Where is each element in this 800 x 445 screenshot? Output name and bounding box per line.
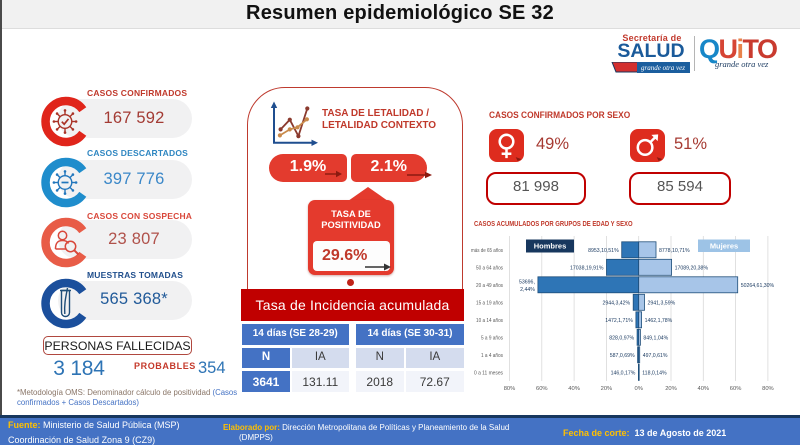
svg-text:más de 65 años: más de 65 años [471, 248, 503, 254]
svg-text:8953,10,51%: 8953,10,51% [588, 248, 619, 254]
svg-text:0 a 11 meses: 0 a 11 meses [474, 371, 503, 377]
svg-text:2941,3,59%: 2941,3,59% [648, 301, 676, 307]
svg-text:146,0,17%: 146,0,17% [611, 371, 636, 377]
svg-text:497,0,61%: 497,0,61% [643, 353, 668, 359]
svg-text:1472,1,71%: 1472,1,71% [605, 318, 633, 324]
svg-text:Hombres: Hombres [534, 242, 567, 251]
svg-text:5 a 9 años: 5 a 9 años [481, 336, 503, 342]
svg-text:17089,20,38%: 17089,20,38% [675, 266, 709, 272]
svg-text:2,44%: 2,44% [520, 287, 535, 293]
svg-text:Mujeres: Mujeres [710, 242, 738, 251]
svg-text:17038,19,91%: 17038,19,91% [570, 266, 604, 272]
svg-text:2944,3,42%: 2944,3,42% [602, 301, 630, 307]
svg-text:50264,61,30%: 50264,61,30% [741, 283, 775, 289]
svg-text:587,0,69%: 587,0,69% [610, 353, 635, 359]
svg-text:60%: 60% [536, 386, 548, 392]
svg-text:10 a 14 años: 10 a 14 años [476, 318, 503, 324]
svg-text:0%: 0% [635, 386, 643, 392]
svg-text:20%: 20% [601, 386, 613, 392]
svg-text:20%: 20% [665, 386, 677, 392]
svg-text:1 a 4 años: 1 a 4 años [481, 353, 503, 359]
svg-text:118,0,14%: 118,0,14% [642, 371, 667, 377]
svg-text:40%: 40% [568, 386, 580, 392]
svg-text:20 a 49 años: 20 a 49 años [476, 283, 503, 289]
svg-text:60%: 60% [730, 386, 742, 392]
svg-text:15 a 19 años: 15 a 19 años [476, 301, 503, 307]
svg-text:1462,1,78%: 1462,1,78% [645, 318, 673, 324]
svg-text:828,0,97%: 828,0,97% [609, 336, 634, 342]
svg-text:50 a 64 años: 50 a 64 años [476, 266, 503, 272]
svg-text:40%: 40% [697, 386, 709, 392]
svg-text:80%: 80% [762, 386, 774, 392]
svg-text:8778,10,71%: 8778,10,71% [659, 248, 690, 254]
svg-text:80%: 80% [504, 386, 516, 392]
svg-text:849,1,04%: 849,1,04% [643, 336, 668, 342]
svg-text:grande otra vez: grande otra vez [641, 64, 685, 72]
svg-text:53696,: 53696, [519, 280, 535, 286]
